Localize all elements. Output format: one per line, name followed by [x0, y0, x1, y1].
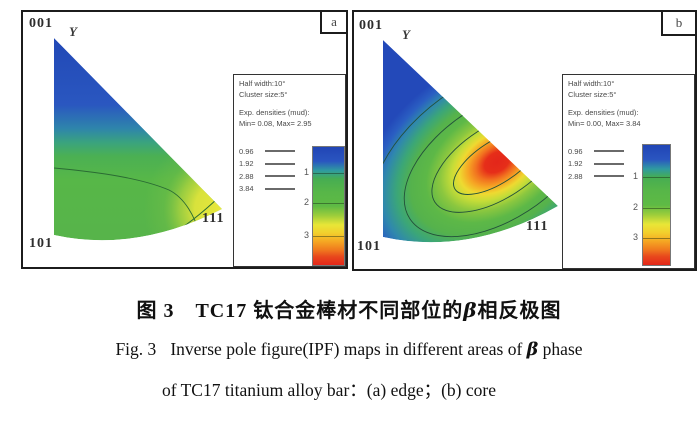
contour-value: 3.84	[239, 184, 254, 194]
contour-value: 0.96	[568, 146, 583, 156]
colorbar-label-2: 2	[303, 197, 309, 207]
vertex-label-001: 001	[29, 16, 53, 31]
figure-number: Fig. 3	[115, 339, 157, 359]
caption-english-line1: Fig. 3 Inverse pole figure(IPF) maps in d…	[0, 339, 698, 360]
contour-value: 0.96	[239, 146, 254, 156]
contour-level-list: 0.96 1.92 2.88	[568, 145, 624, 183]
vertex-label-111: 111	[202, 211, 225, 226]
density-colorbar	[642, 144, 671, 266]
ipf-panel-b: 001 Y 101 111 b Half width:10° Cluster s…	[352, 10, 697, 271]
contour-line-sample	[594, 175, 624, 178]
density-colorbar	[312, 146, 345, 266]
contour-value: 2.88	[568, 171, 583, 181]
axis-label-y: Y	[402, 27, 410, 42]
contour-line-sample	[265, 175, 295, 178]
colorbar-tick	[313, 203, 344, 204]
contour-line-sample	[265, 150, 295, 153]
colorbar-label-1: 1	[303, 167, 309, 177]
panel-tag-b: b	[661, 12, 695, 36]
contour-value: 1.92	[239, 159, 254, 169]
legend-exp-densities: Exp. densities (mud):	[239, 108, 310, 117]
colorbar-tick	[643, 208, 670, 209]
colorbar-tick	[313, 173, 344, 174]
colorbar-tick	[643, 177, 670, 178]
axis-label-y: Y	[69, 24, 77, 39]
caption-zh-suffix: 相反极图	[477, 300, 562, 322]
vertex-label-111: 111	[526, 219, 549, 234]
ipf-panel-a: 001 Y 101 111 a Half width:10° Cluster s…	[21, 10, 348, 269]
contour-value: 2.88	[239, 171, 254, 181]
ipf-triangle-b	[383, 40, 558, 243]
contour-line-sample	[265, 187, 295, 190]
legend-min-max: Min= 0.00, Max= 3.84	[568, 119, 641, 128]
contour-level-row: 1.92	[568, 158, 624, 171]
colorbar-label-3: 3	[632, 232, 638, 242]
vertex-label-101: 101	[357, 239, 381, 254]
beta-symbol: β	[463, 298, 478, 322]
colorbar-label-1: 1	[632, 171, 638, 181]
contour-level-row: 1.92	[239, 158, 295, 171]
vertex-label-001: 001	[359, 18, 383, 33]
legend-cluster-size: Cluster size:5°	[239, 90, 288, 99]
ipf-triangle-a	[54, 38, 222, 241]
contour-line-sample	[594, 150, 624, 153]
legend-exp-densities: Exp. densities (mud):	[568, 108, 639, 117]
caption-zh-text: 图 3 TC17 钛合金棒材不同部位的	[136, 300, 464, 322]
legend-box-a: Half width:10° Cluster size:5° Exp. dens…	[233, 74, 346, 267]
caption-en1-suffix: phase	[542, 339, 583, 359]
panel-tag-a: a	[320, 12, 346, 34]
contour-level-row: 0.96	[568, 145, 624, 158]
legend-box-b: Half width:10° Cluster size:5° Exp. dens…	[562, 74, 695, 269]
contour-level-row: 2.88	[568, 170, 624, 183]
contour-level-row: 0.96	[239, 145, 295, 158]
colorbar-tick	[313, 236, 344, 237]
contour-value: 1.92	[568, 159, 583, 169]
legend-half-width: Half width:10°	[239, 79, 286, 88]
beta-symbol: β	[526, 340, 539, 360]
vertex-label-101: 101	[29, 236, 53, 251]
legend-min-max: Min= 0.08, Max= 2.95	[239, 119, 312, 128]
contour-level-row: 2.88	[239, 170, 295, 183]
contour-level-row: 3.84	[239, 183, 295, 196]
caption-en1-text: Inverse pole figure(IPF) maps in differe…	[170, 339, 523, 359]
colorbar-label-3: 3	[303, 230, 309, 240]
caption-chinese: 图 3 TC17 钛合金棒材不同部位的β相反极图	[0, 294, 698, 323]
colorbar-tick	[643, 238, 670, 239]
caption-english-line2: of TC17 titanium alloy bar：(a) edge；(b) …	[161, 380, 496, 400]
contour-line-sample	[594, 162, 624, 165]
legend-cluster-size: Cluster size:5°	[568, 90, 617, 99]
colorbar-label-2: 2	[632, 202, 638, 212]
legend-half-width: Half width:10°	[568, 79, 615, 88]
contour-level-list: 0.96 1.92 2.88 3.84	[239, 145, 295, 195]
contour-line-sample	[265, 162, 295, 165]
